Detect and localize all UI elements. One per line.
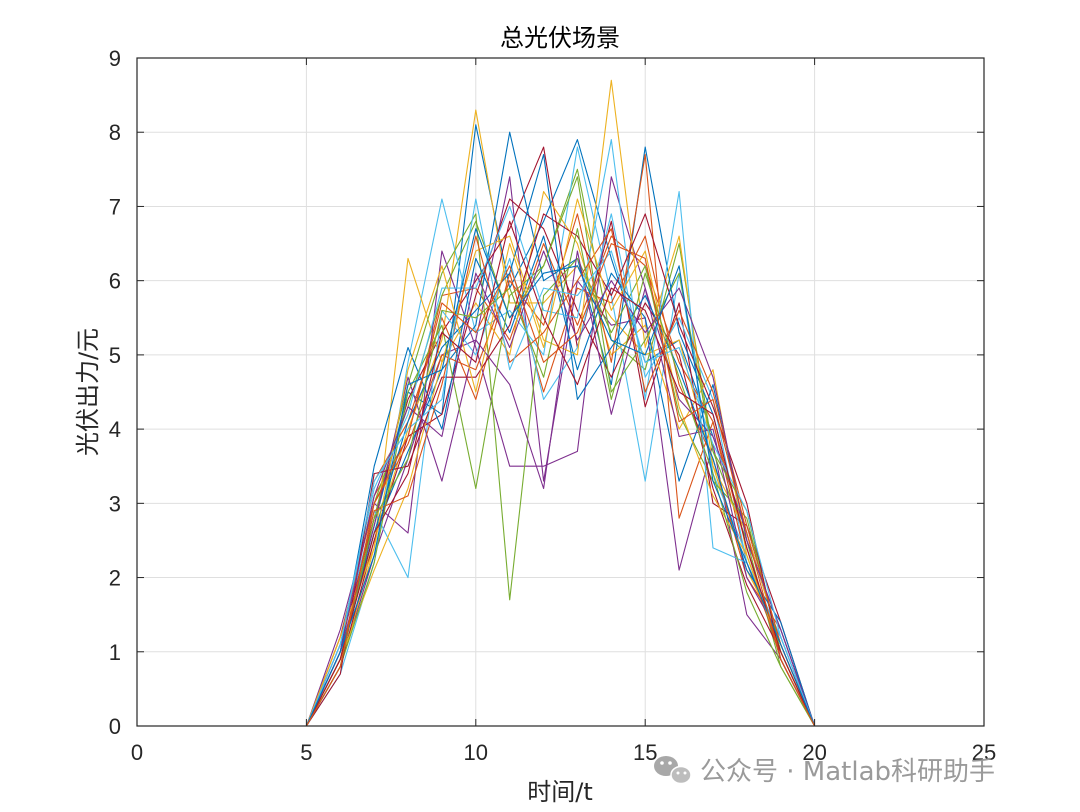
y-tick-label: 4 — [109, 417, 121, 442]
y-tick-label: 7 — [109, 194, 121, 219]
y-tick-label: 3 — [109, 491, 121, 516]
watermark: 公众号 · Matlab科研助手 — [654, 756, 995, 787]
x-tick-label: 25 — [972, 740, 996, 765]
wechat-icon — [654, 756, 692, 785]
y-tick-label: 9 — [109, 46, 121, 71]
y-tick-label: 2 — [109, 566, 121, 591]
x-tick-label: 5 — [300, 740, 312, 765]
grid — [137, 58, 984, 726]
plot-box — [136, 57, 985, 727]
y-axis-label: 光伏出力/元 — [74, 328, 102, 456]
x-tick-label: 20 — [802, 740, 826, 765]
y-tick-label: 0 — [109, 714, 121, 739]
x-axis-label: 时间/t — [527, 778, 593, 806]
x-tick-label: 0 — [131, 740, 143, 765]
x-tick-label: 15 — [633, 740, 657, 765]
y-tick-label: 1 — [109, 640, 121, 665]
axis-ticks: 0 5 10 15 20 25 0 1 2 3 4 5 6 7 8 9 — [109, 46, 996, 765]
y-tick-label: 5 — [109, 343, 121, 368]
chart-title: 总光伏场景 — [500, 24, 620, 52]
y-tick-label: 8 — [109, 120, 121, 145]
watermark-text: 公众号 · Matlab科研助手 — [700, 757, 995, 787]
x-tick-label: 10 — [464, 740, 488, 765]
y-tick-label: 6 — [109, 269, 121, 294]
